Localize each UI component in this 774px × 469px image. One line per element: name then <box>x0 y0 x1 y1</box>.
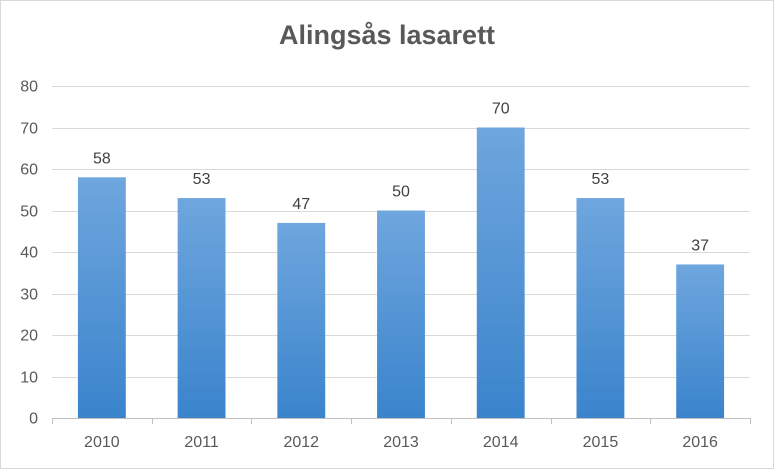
bar-2016 <box>676 264 725 418</box>
data-label: 53 <box>193 171 211 188</box>
bar-2013 <box>377 210 425 418</box>
bar-2015 <box>576 198 625 418</box>
bar-2010 <box>77 177 126 418</box>
chart-title: Alingsås lasarett <box>278 20 496 50</box>
data-label: 47 <box>292 196 310 213</box>
bar-2011 <box>177 198 226 418</box>
data-label: 70 <box>492 101 510 118</box>
labels: 0 10 20 30 40 50 60 70 80 58 2010 53 2011 47 2012 50 201… <box>20 79 718 452</box>
x-tick-label: 2011 <box>184 434 219 451</box>
y-tick-label: 10 <box>20 370 38 387</box>
y-tick-label: 20 <box>20 328 38 345</box>
x-tick-label: 2016 <box>682 434 718 451</box>
x-tick-label: 2014 <box>483 434 519 451</box>
bar-2014 <box>476 127 525 418</box>
y-tick-label: 80 <box>20 79 38 96</box>
bars <box>77 127 725 418</box>
x-tick-label: 2010 <box>84 434 120 451</box>
data-label: 58 <box>93 150 111 167</box>
y-tick-label: 50 <box>20 204 38 221</box>
bar-2012 <box>277 222 326 418</box>
y-tick-label: 30 <box>20 287 38 304</box>
data-label: 37 <box>691 237 709 254</box>
axes <box>52 418 751 424</box>
x-tick-label: 2012 <box>283 434 319 451</box>
x-tick-label: 2013 <box>383 434 419 451</box>
y-tick-label: 70 <box>20 121 38 138</box>
data-label: 50 <box>392 184 410 201</box>
y-tick-label: 40 <box>20 245 38 262</box>
y-tick-label: 0 <box>29 411 38 428</box>
x-tick-label: 2015 <box>583 434 619 451</box>
data-label: 53 <box>592 171 610 188</box>
y-tick-label: 60 <box>20 162 38 179</box>
